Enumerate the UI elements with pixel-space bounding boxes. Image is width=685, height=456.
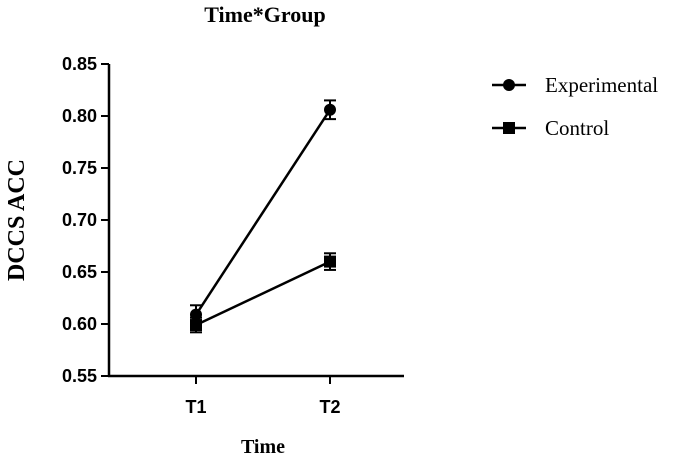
axes: 0.55 0.60 0.65 0.70 0.75 0.80 0.85 T1 T2 [62,54,404,417]
y-tick-label: 0.55 [62,366,97,386]
data-point [324,103,336,116]
y-tick-label: 0.75 [62,158,97,178]
chart-title: Time*Group [204,2,325,27]
legend-marker [503,79,515,91]
data-point [324,255,336,268]
y-tick-label: 0.80 [62,106,97,126]
x-axis-label: Time [241,436,285,456]
legend-item: Control [492,116,609,140]
plot-area [190,99,336,334]
data-point [190,319,202,332]
y-tick-label: 0.65 [62,262,97,282]
series-line [195,260,331,327]
y-tick-label: 0.70 [62,210,97,230]
y-tick-label: 0.60 [62,314,97,334]
legend-label: Control [545,116,609,140]
legend: Experimental Control [492,73,658,140]
y-tick-label: 0.85 [62,54,97,74]
x-tick-label: T1 [185,397,206,417]
y-axis-label: DCCS ACC [4,159,30,281]
series-line [194,109,332,316]
legend-label: Experimental [545,73,658,97]
legend-marker [503,122,515,134]
x-tick-label: T2 [319,397,340,417]
legend-item: Experimental [492,73,658,97]
